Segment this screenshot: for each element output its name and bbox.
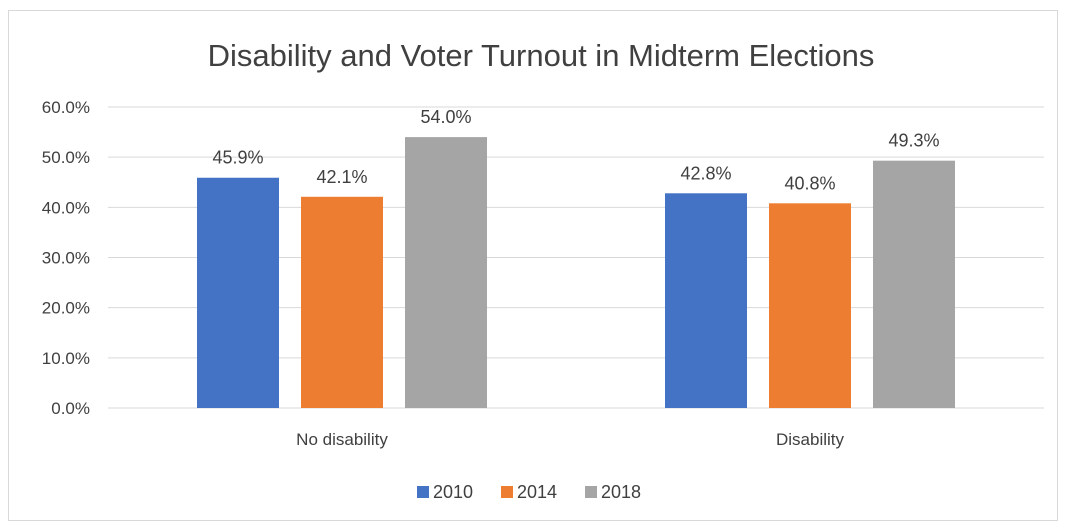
x-axis-category-labels: No disability Disability — [296, 430, 844, 449]
category-label: No disability — [296, 430, 388, 449]
y-tick-label: 40.0% — [42, 198, 90, 217]
legend-swatch — [417, 486, 429, 498]
legend-label: 2010 — [433, 482, 473, 502]
data-label: 45.9% — [212, 148, 263, 168]
data-label: 42.8% — [680, 163, 731, 183]
bar — [665, 193, 747, 408]
chart-title: Disability and Voter Turnout in Midterm … — [208, 38, 875, 73]
bar — [769, 203, 851, 408]
y-tick-label: 30.0% — [42, 249, 90, 268]
legend-label: 2018 — [601, 482, 641, 502]
y-axis-tick-labels: 0.0% 10.0% 20.0% 30.0% 40.0% 50.0% 60.0% — [42, 98, 90, 418]
data-label: 54.0% — [420, 107, 471, 127]
legend-label: 2014 — [517, 482, 557, 502]
legend: 2010 2014 2018 — [417, 482, 641, 502]
bar — [301, 196, 383, 408]
bars — [197, 137, 955, 408]
y-tick-label: 50.0% — [42, 148, 90, 167]
data-label: 42.1% — [316, 167, 367, 187]
data-labels: 45.9% 42.1% 54.0% 42.8% 40.8% 49.3% — [212, 107, 939, 193]
legend-swatch — [501, 486, 513, 498]
bar — [873, 160, 955, 408]
category-label: Disability — [776, 430, 845, 449]
y-tick-label: 0.0% — [51, 399, 90, 418]
data-label: 49.3% — [888, 131, 939, 151]
y-tick-label: 20.0% — [42, 299, 90, 318]
y-tick-label: 10.0% — [42, 349, 90, 368]
y-tick-label: 60.0% — [42, 98, 90, 117]
bar — [405, 137, 487, 408]
bar — [197, 177, 279, 408]
legend-swatch — [585, 486, 597, 498]
data-label: 40.8% — [784, 173, 835, 193]
